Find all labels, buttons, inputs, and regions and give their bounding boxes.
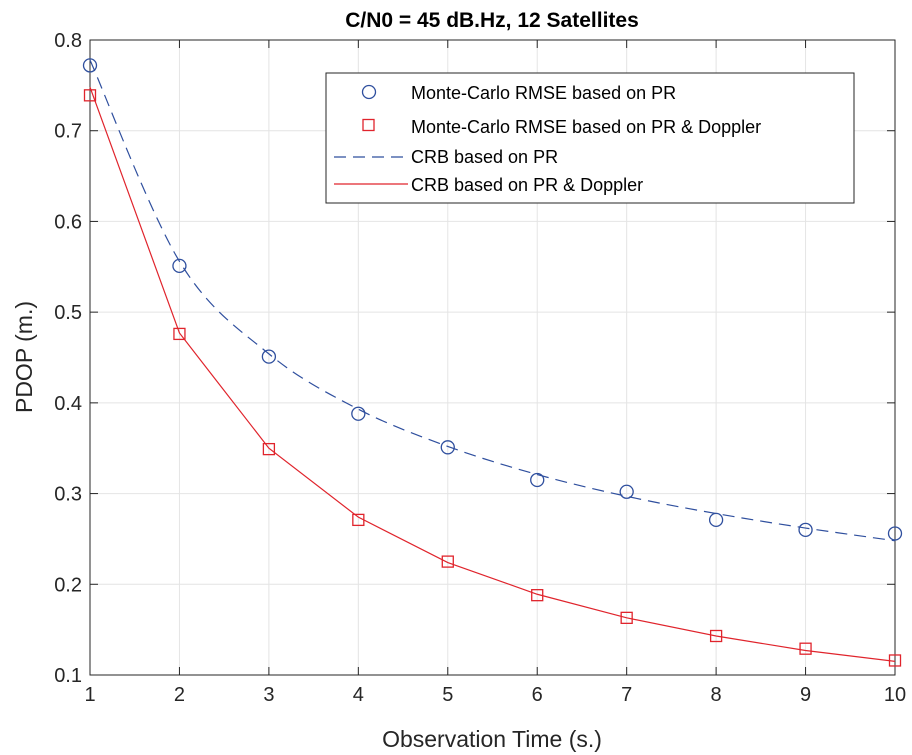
legend-entry-crb-pr-doppler: CRB based on PR & Doppler (334, 175, 643, 195)
y-axis-label: PDOP (m.) (11, 301, 37, 413)
legend: Monte-Carlo RMSE based on PR Monte-Carlo… (325, 72, 855, 204)
data-point-mc-pr-doppler (173, 327, 186, 341)
data-point-mc-pr (351, 406, 366, 421)
data-point-mc-pr-doppler (709, 629, 723, 643)
data-point-mc-pr-doppler (352, 513, 365, 527)
data-point-mc-pr (619, 484, 634, 499)
data-point-mc-pr-doppler (262, 442, 276, 456)
legend-marker-circle (361, 84, 377, 100)
x-tick-label: 9 (800, 684, 811, 706)
series-line-crb-pr (89, 59, 896, 542)
data-point-mc-pr (708, 512, 724, 528)
series-line-crb-pr-doppler (89, 86, 896, 662)
data-point-mc-pr-doppler (83, 89, 97, 102)
x-tick-label: 6 (532, 684, 543, 706)
data-point-mc-pr (440, 440, 455, 455)
legend-entry-crb-pr: CRB based on PR (334, 147, 558, 167)
x-tick-label: 3 (263, 684, 274, 706)
y-tick-label: 0.5 (54, 302, 82, 324)
x-tick-label: 8 (711, 684, 722, 706)
legend-label-mc-pr: Monte-Carlo RMSE based on PR (411, 83, 676, 103)
data-point-mc-pr-doppler (441, 555, 454, 568)
data-point-mc-pr (887, 526, 903, 541)
x-tick-label: 10 (884, 684, 906, 706)
x-tick-label: 5 (442, 684, 453, 706)
y-tick-label: 0.3 (54, 484, 82, 506)
data-point-mc-pr (172, 258, 187, 274)
y-tick-label: 0.7 (54, 121, 82, 143)
legend-entry-mc-pr: Monte-Carlo RMSE based on PR (361, 83, 676, 103)
data-point-mc-pr (82, 58, 98, 73)
y-tick-label: 0.8 (54, 30, 82, 52)
series-layer (82, 58, 903, 667)
x-axis-label: Observation Time (s.) (382, 726, 602, 752)
data-point-mc-pr (530, 472, 545, 488)
x-tick-label: 4 (353, 684, 364, 706)
y-tick-label: 0.4 (54, 393, 82, 415)
y-tick-label: 0.2 (54, 574, 82, 596)
data-point-mc-pr-doppler (620, 611, 633, 624)
x-tick-label: 1 (84, 684, 95, 706)
legend-label-mc-pr-doppler: Monte-Carlo RMSE based on PR & Doppler (411, 117, 761, 137)
y-tick-label: 0.6 (54, 211, 82, 233)
legend-label-crb-pr-doppler: CRB based on PR & Doppler (411, 175, 643, 195)
y-tick-label: 0.1 (54, 665, 82, 687)
x-tick-label: 7 (621, 684, 632, 706)
plot-area-frame (89, 39, 896, 676)
data-point-mc-pr-doppler (888, 654, 902, 667)
legend-marker-square (362, 118, 375, 132)
legend-box (325, 72, 855, 204)
legend-entry-mc-pr-doppler: Monte-Carlo RMSE based on PR & Doppler (362, 117, 761, 137)
x-tick-label: 2 (174, 684, 185, 706)
legend-label-crb-pr: CRB based on PR (411, 147, 558, 167)
chart-title: C/N0 = 45 dB.Hz, 12 Satellites (345, 9, 639, 32)
data-point-mc-pr-doppler (799, 642, 812, 655)
data-point-mc-pr-doppler (531, 589, 544, 602)
data-point-mc-pr (261, 349, 277, 364)
data-point-mc-pr (798, 522, 813, 538)
ticks: 1 2 3 4 5 6 7 8 9 10 0.1 0.2 0.3 0.4 0.5 0.6 0.7 0.8 (54, 30, 906, 706)
